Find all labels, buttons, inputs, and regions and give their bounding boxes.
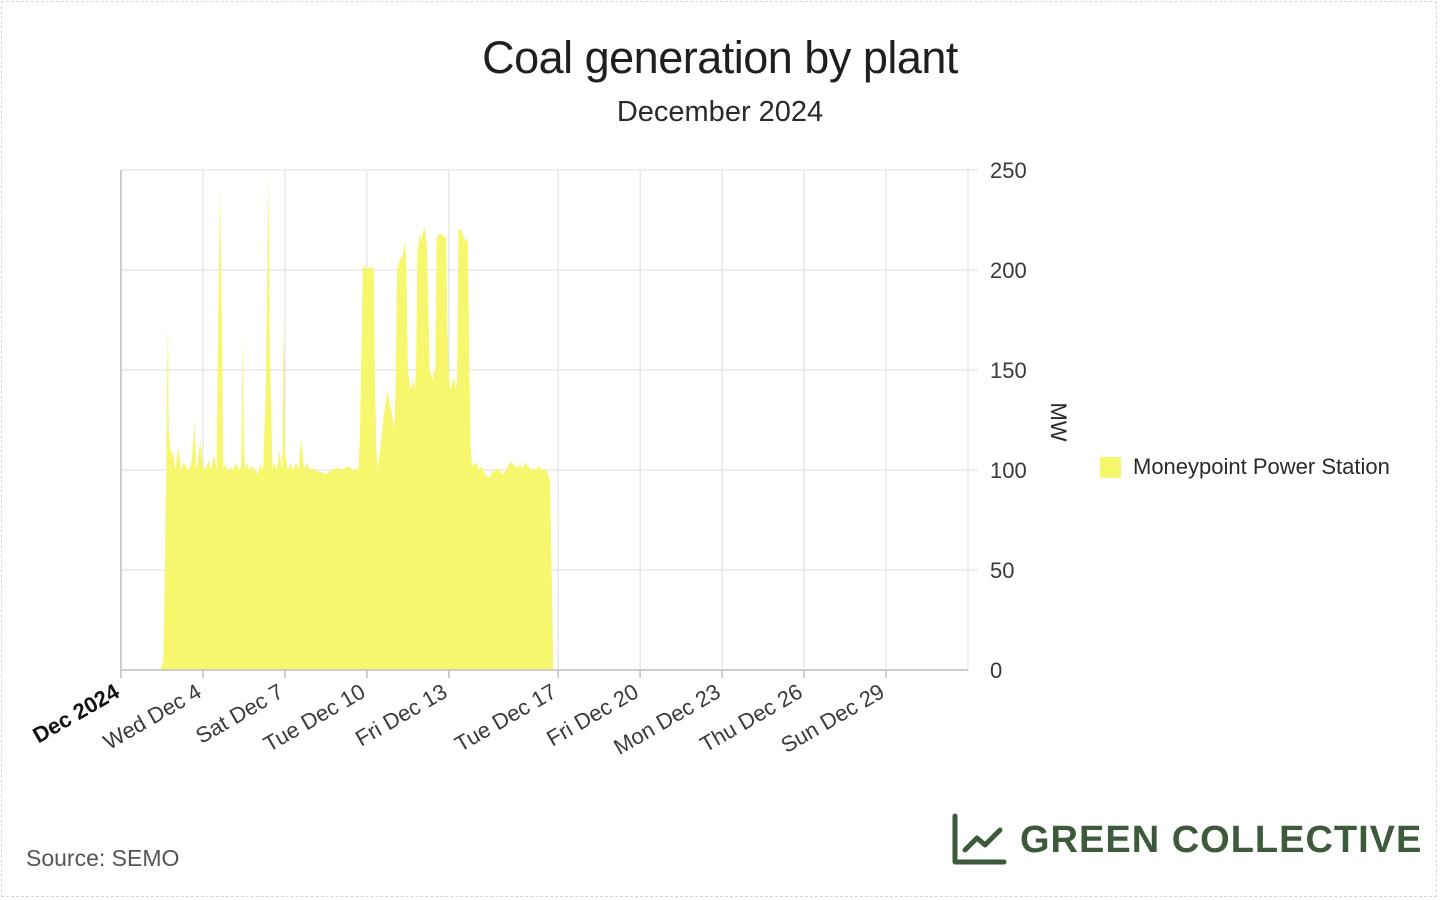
y-tick-labels: 0 50 100 150 200 250 bbox=[990, 158, 1027, 683]
y-axis-title: MW bbox=[1046, 402, 1071, 441]
y-tick-label: 200 bbox=[990, 258, 1027, 283]
y-tick-label: 250 bbox=[990, 158, 1027, 183]
y-tick-label: 100 bbox=[990, 458, 1027, 483]
source-note: Source: SEMO bbox=[26, 845, 180, 871]
chart-subtitle: December 2024 bbox=[616, 96, 824, 128]
axes bbox=[120, 170, 968, 678]
brand-logo: GREEN COLLECTIVE bbox=[950, 812, 1422, 868]
x-tick-label: Fri Dec 13 bbox=[351, 679, 451, 751]
series-layer bbox=[160, 174, 554, 670]
y-tick-label: 0 bbox=[990, 658, 1002, 683]
y-tick-label: 50 bbox=[990, 558, 1014, 583]
legend-label: Moneypoint Power Station bbox=[1133, 454, 1390, 479]
line-chart-icon bbox=[952, 813, 1007, 865]
chart-legend: Moneypoint Power Station bbox=[1100, 454, 1390, 480]
y-tick-label: 150 bbox=[990, 358, 1027, 383]
brand-name: GREEN COLLECTIVE bbox=[1020, 818, 1423, 861]
chart-title: Coal generation by plant bbox=[482, 32, 958, 83]
series-area bbox=[160, 174, 554, 670]
legend-swatch bbox=[1100, 456, 1121, 478]
x-tick-label: Tue Dec 17 bbox=[450, 679, 560, 757]
